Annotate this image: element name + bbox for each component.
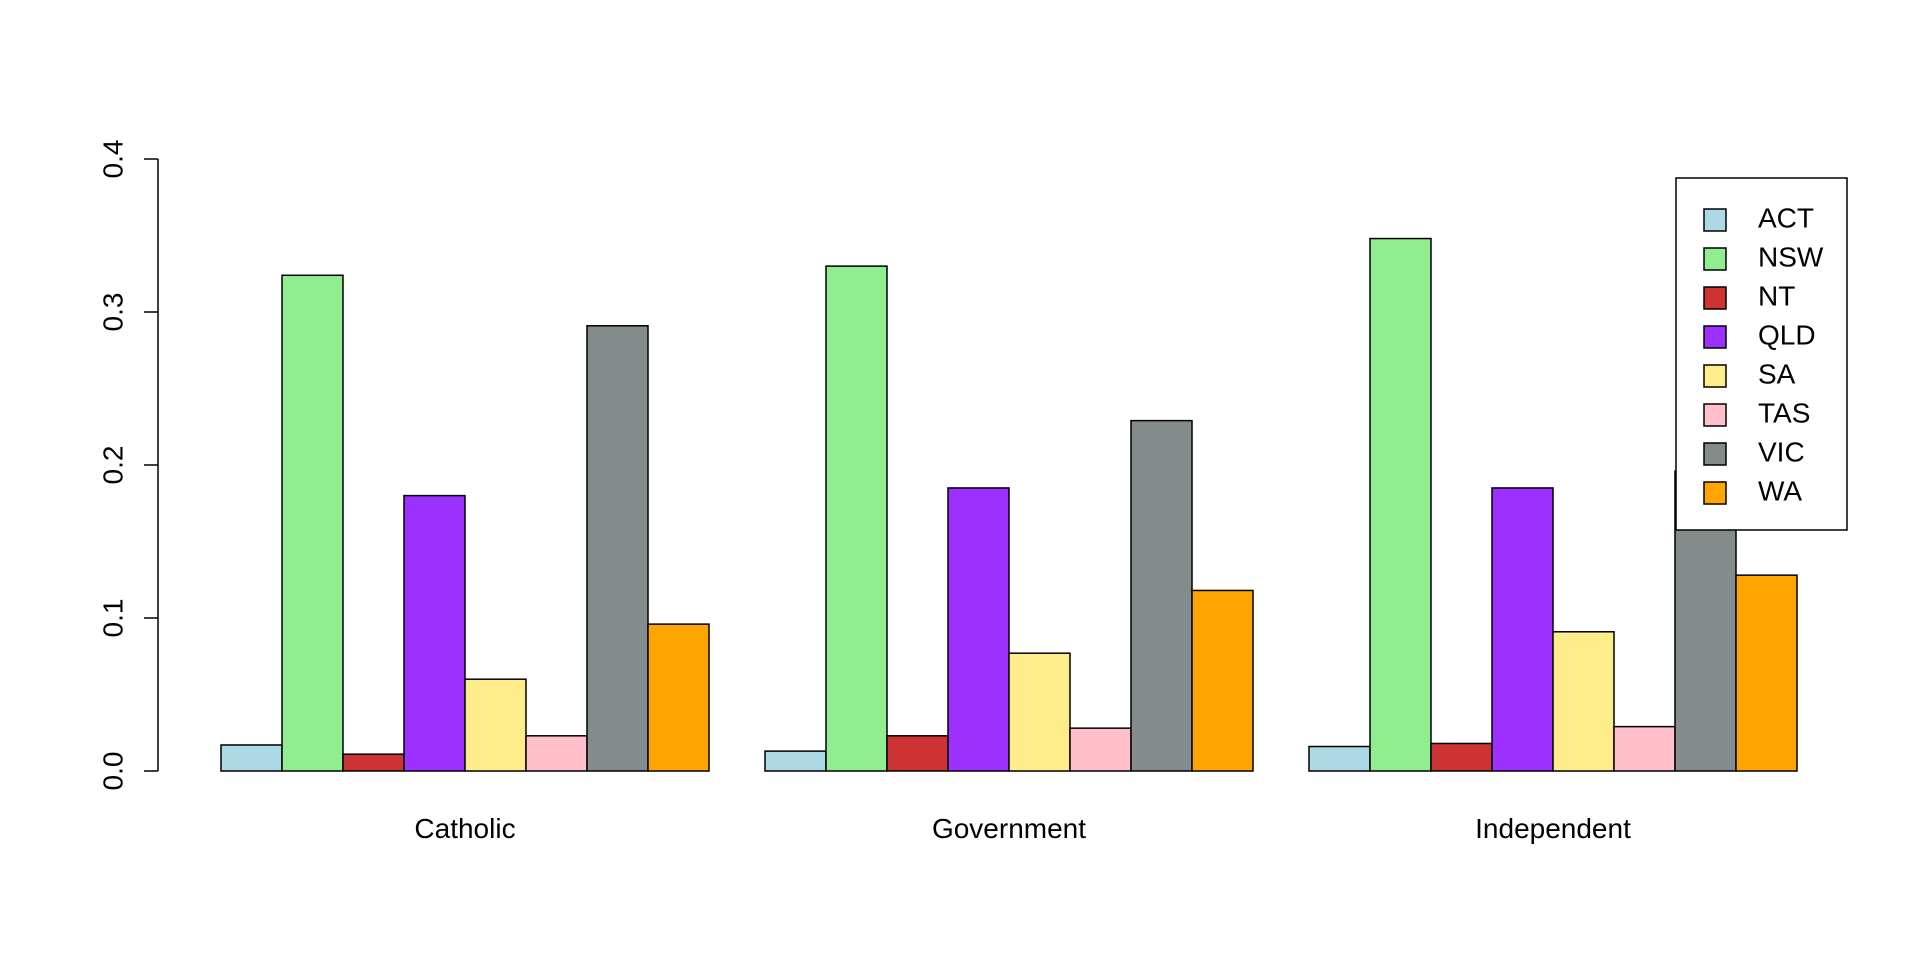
legend-label-sa: SA bbox=[1758, 358, 1796, 389]
bar-wa-independent bbox=[1735, 574, 1798, 772]
legend-swatch-wa bbox=[1703, 481, 1727, 505]
category-label: Government bbox=[932, 813, 1086, 844]
bar-sa-catholic bbox=[464, 678, 527, 772]
legend-swatch-tas bbox=[1703, 403, 1727, 427]
legend-swatch-nt bbox=[1703, 286, 1727, 310]
bar-nsw-catholic bbox=[281, 274, 344, 772]
bar-nsw-government bbox=[825, 265, 888, 772]
legend-label-qld: QLD bbox=[1758, 319, 1816, 350]
bar-vic-catholic bbox=[586, 325, 649, 772]
bars bbox=[220, 237, 1798, 772]
legend-label-nt: NT bbox=[1758, 280, 1795, 311]
legend-swatch-act bbox=[1703, 208, 1727, 232]
y-tick-label: 0.3 bbox=[97, 293, 128, 332]
bar-sa-government bbox=[1008, 652, 1071, 772]
bar-qld-independent bbox=[1491, 487, 1554, 772]
legend-label-act: ACT bbox=[1758, 202, 1814, 233]
bar-act-government bbox=[764, 750, 827, 772]
bar-tas-catholic bbox=[525, 735, 588, 772]
legend-swatch-sa bbox=[1703, 364, 1727, 388]
legend-label-vic: VIC bbox=[1758, 436, 1805, 467]
category-label: Catholic bbox=[414, 813, 515, 844]
y-tick-label: 0.4 bbox=[97, 140, 128, 179]
bar-nt-government bbox=[886, 735, 949, 772]
legend-box bbox=[1675, 177, 1848, 531]
y-tick-label: 0.2 bbox=[97, 446, 128, 485]
bar-nsw-independent bbox=[1369, 237, 1432, 772]
y-axis: 0.0 0.1 0.2 0.3 0.4 bbox=[97, 140, 159, 791]
legend: ACT NSW NT QLD SA TAS VIC WA bbox=[1675, 177, 1848, 531]
bar-nt-independent bbox=[1430, 742, 1493, 772]
category-labels: Catholic Government Independent bbox=[414, 813, 1631, 844]
bar-nt-catholic bbox=[342, 753, 405, 772]
legend-label-wa: WA bbox=[1758, 475, 1802, 506]
legend-label-tas: TAS bbox=[1758, 397, 1810, 428]
legend-swatch-nsw bbox=[1703, 247, 1727, 271]
bar-qld-government bbox=[947, 487, 1010, 772]
legend-label-nsw: NSW bbox=[1758, 241, 1824, 272]
legend-swatch-qld bbox=[1703, 325, 1727, 349]
legend-swatch-vic bbox=[1703, 442, 1727, 466]
category-label: Independent bbox=[1475, 813, 1631, 844]
bar-tas-government bbox=[1069, 727, 1132, 772]
y-tick-label: 0.0 bbox=[97, 752, 128, 791]
bar-qld-catholic bbox=[403, 494, 466, 772]
bar-sa-independent bbox=[1552, 631, 1615, 772]
bar-act-independent bbox=[1308, 745, 1371, 772]
bar-tas-independent bbox=[1613, 725, 1676, 772]
bar-wa-government bbox=[1191, 589, 1254, 772]
y-tick-label: 0.1 bbox=[97, 599, 128, 638]
bar-wa-catholic bbox=[647, 623, 710, 772]
bar-act-catholic bbox=[220, 744, 283, 772]
bar-vic-government bbox=[1130, 419, 1193, 772]
